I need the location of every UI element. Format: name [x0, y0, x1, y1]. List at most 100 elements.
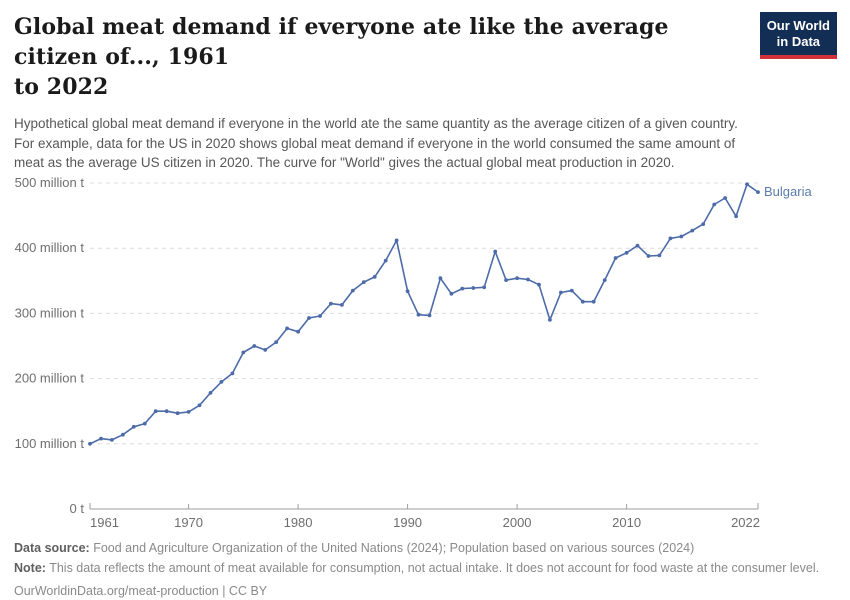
data-point[interactable]	[559, 290, 563, 294]
x-tick-label: 1970	[174, 515, 203, 530]
owid-logo: Our World in Data	[759, 12, 837, 59]
y-tick-label: 400 million t	[15, 240, 85, 255]
page-title: Global meat demand if everyone ate like …	[14, 0, 759, 102]
data-point[interactable]	[350, 288, 355, 292]
x-axis-labels: 1961 1970 1980 1990 2000 2010 2022	[90, 515, 760, 530]
data-point[interactable]	[427, 313, 432, 317]
data-point[interactable]	[756, 189, 760, 194]
data-point[interactable]	[241, 350, 246, 354]
x-axis	[89, 502, 759, 509]
data-point[interactable]	[307, 315, 311, 320]
series-line-bulgaria[interactable]	[89, 183, 759, 445]
y-axis-labels: 0 t 100 million t 200 million t 300 million…	[15, 175, 85, 516]
data-point[interactable]	[438, 275, 443, 280]
data-source: Data source: Food and Agriculture Organi…	[14, 541, 834, 557]
data-point[interactable]	[526, 277, 530, 281]
data-point[interactable]	[504, 277, 508, 282]
data-point[interactable]	[99, 436, 103, 440]
citation: OurWorldinData.org/meat-production | CC …	[14, 583, 268, 598]
data-point[interactable]	[274, 339, 279, 344]
data-point[interactable]	[734, 213, 738, 218]
data-points[interactable]	[88, 181, 760, 446]
data-point[interactable]	[646, 253, 651, 258]
data-point[interactable]	[186, 409, 191, 414]
chart-area: 0 t 100 million t 200 million t 300 million…	[14, 175, 836, 533]
y-tick-label: 200 million t	[15, 370, 85, 385]
data-point[interactable]	[515, 275, 519, 280]
data-point[interactable]	[723, 195, 727, 200]
data-point[interactable]	[175, 410, 180, 415]
entity-label-bulgaria[interactable]: Bulgaria	[764, 184, 812, 199]
chart-footer: Data source: Food and Agriculture Organi…	[14, 541, 834, 600]
data-source-text: Food and Agriculture Organization of the…	[89, 540, 695, 555]
data-point[interactable]	[164, 408, 169, 413]
y-tick-label: 0 t	[70, 501, 85, 516]
data-point[interactable]	[624, 250, 629, 255]
note: Note: This data reflects the amount of m…	[14, 561, 834, 577]
data-point[interactable]	[471, 285, 476, 290]
data-point[interactable]	[460, 286, 465, 290]
x-tick-label: 1961	[90, 515, 119, 530]
line-chart-canvas[interactable]: 0 t 100 million t 200 million t 300 million…	[14, 175, 836, 533]
data-point[interactable]	[569, 288, 574, 292]
data-point[interactable]	[591, 299, 596, 304]
data-point[interactable]	[668, 236, 673, 240]
data-point[interactable]	[263, 347, 268, 352]
title-line-2: to 2022	[14, 74, 109, 100]
data-point[interactable]	[548, 317, 552, 322]
data-point[interactable]	[635, 243, 640, 247]
y-tick-label: 500 million t	[15, 175, 85, 190]
data-point[interactable]	[142, 421, 147, 425]
data-point[interactable]	[296, 329, 300, 334]
logo-line-1: Our World	[766, 18, 830, 33]
subtitle-line: meat as the average US citizen in 2020. …	[14, 155, 675, 170]
data-point[interactable]	[580, 299, 585, 304]
data-point[interactable]	[482, 284, 487, 289]
data-point[interactable]	[285, 326, 289, 330]
data-point[interactable]	[110, 437, 114, 442]
logo-line-2: in Data	[776, 34, 821, 49]
data-point[interactable]	[537, 282, 541, 287]
subtitle-line: For example, data for the US in 2020 sho…	[14, 135, 736, 151]
x-tick-label: 1990	[393, 515, 422, 530]
title-line-1: Global meat demand if everyone ate like …	[14, 14, 669, 70]
data-point[interactable]	[121, 432, 125, 437]
y-tick-label: 300 million t	[15, 305, 85, 320]
data-point[interactable]	[329, 301, 333, 305]
data-point[interactable]	[230, 371, 235, 375]
note-label: Note:	[14, 561, 46, 575]
data-point[interactable]	[416, 312, 421, 317]
data-point[interactable]	[153, 408, 158, 413]
data-point[interactable]	[405, 288, 410, 293]
data-point[interactable]	[252, 343, 257, 348]
data-point[interactable]	[657, 253, 662, 257]
data-point[interactable]	[690, 228, 695, 232]
data-point[interactable]	[493, 249, 498, 253]
data-point[interactable]	[219, 379, 224, 384]
data-point[interactable]	[88, 441, 92, 446]
data-point[interactable]	[679, 234, 684, 238]
data-point[interactable]	[208, 390, 213, 395]
data-point[interactable]	[361, 279, 366, 284]
data-point[interactable]	[383, 258, 388, 262]
data-point[interactable]	[197, 402, 202, 407]
data-point[interactable]	[701, 221, 706, 226]
data-point[interactable]	[745, 181, 749, 186]
data-point[interactable]	[372, 274, 377, 279]
data-point[interactable]	[394, 238, 399, 242]
data-point[interactable]	[613, 255, 618, 260]
data-point[interactable]	[131, 424, 136, 429]
data-point[interactable]	[318, 313, 322, 318]
x-tick-label: 2022	[731, 515, 760, 530]
note-text: This data reflects the amount of meat av…	[45, 561, 820, 575]
subtitle-line: Hypothetical global meat demand if every…	[14, 116, 738, 131]
data-point[interactable]	[712, 202, 717, 206]
data-source-label: Data source:	[14, 540, 90, 555]
data-point[interactable]	[340, 302, 344, 307]
x-tick-label: 1980	[284, 515, 313, 530]
x-tick-label: 2010	[612, 515, 641, 530]
x-tick-label: 2000	[503, 515, 532, 530]
data-point[interactable]	[602, 277, 607, 282]
data-point[interactable]	[449, 291, 454, 296]
